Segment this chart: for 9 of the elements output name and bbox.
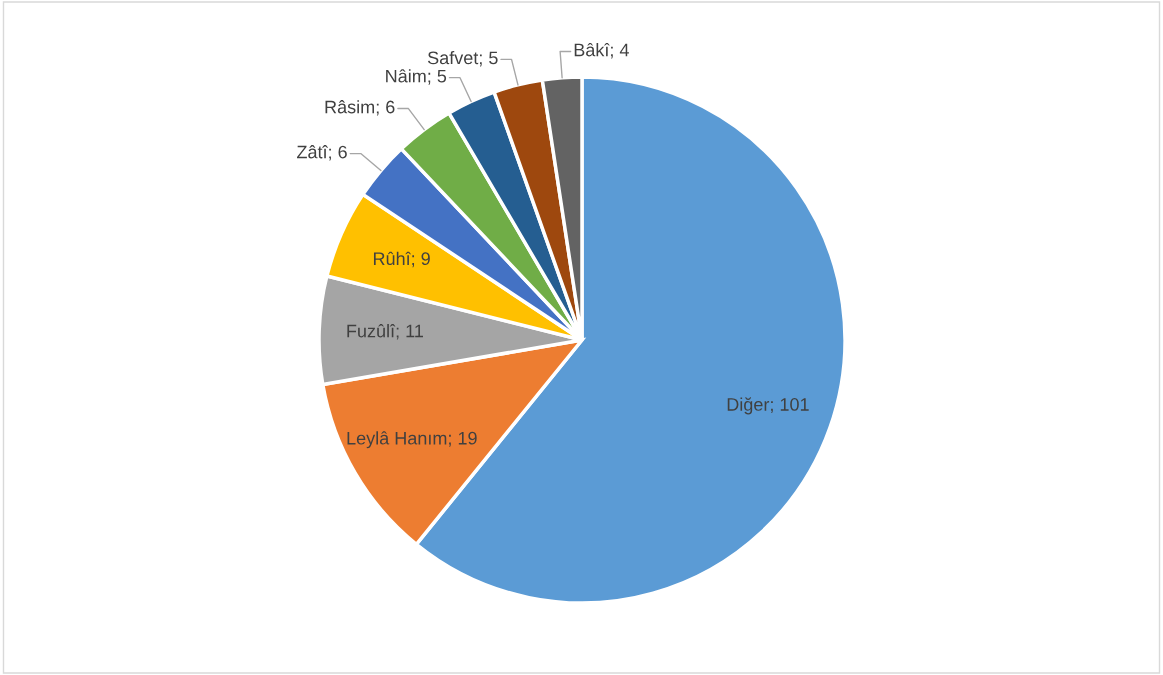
slice-label: Râsim; 6 — [325, 100, 395, 116]
slice-label: Leylâ Hanım; 19 — [347, 431, 477, 449]
slice-label: Nâim; 5 — [386, 69, 447, 85]
slice-label: Diğer; 101 — [727, 397, 809, 415]
slice-label: Zâtî; 6 — [297, 145, 347, 161]
slice-label: Bâkî; 4 — [574, 43, 629, 59]
slice-label: Fuzûlî; 11 — [347, 324, 423, 340]
slice-label: Rûhî; 9 — [373, 251, 430, 268]
slice-label: Safvet; 5 — [427, 51, 498, 67]
